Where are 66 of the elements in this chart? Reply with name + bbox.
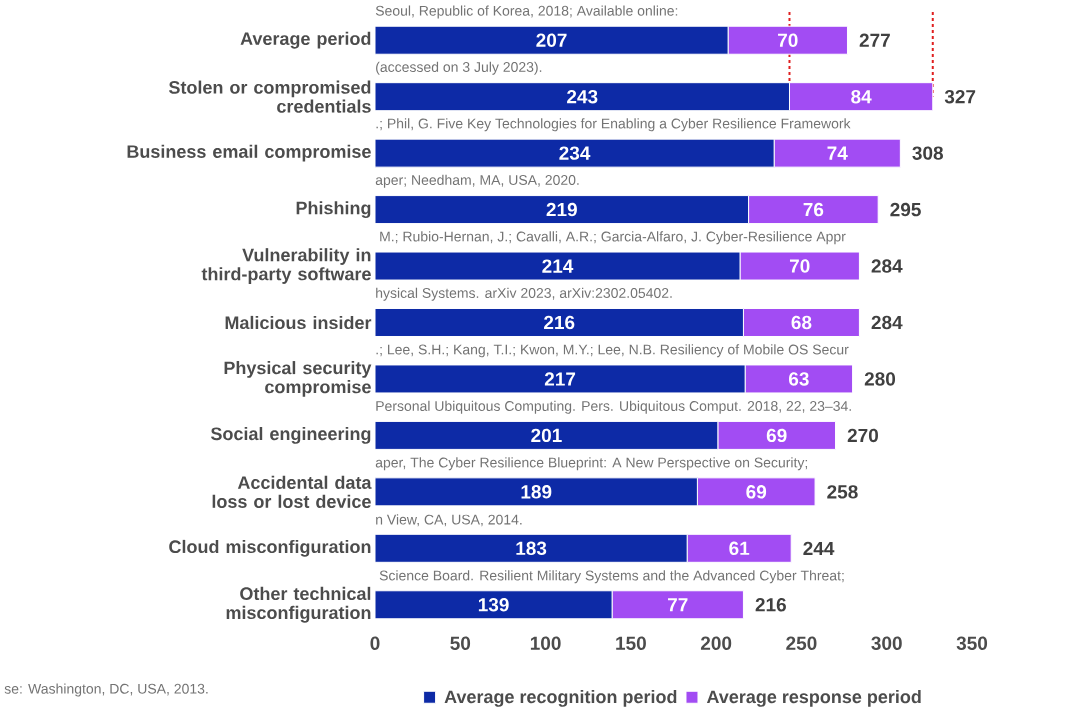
data-label: 63 <box>789 372 809 386</box>
annotation: .; Lee, S.H.; Kang, T.I.; Kwon, M.Y.; Lee, N.B. Resiliency of Mobile OS Secur <box>376 344 849 358</box>
total-label: 270 <box>847 428 878 443</box>
total-label: 277 <box>859 33 890 47</box>
y-tick-label: Business email compromise <box>127 144 371 162</box>
y-tick-label: Accidental data loss or lost device <box>212 475 372 508</box>
total-label: 216 <box>755 598 786 612</box>
annotation: aper, The Cyber Resilience Blueprint: A New Perspective on Security; <box>375 457 808 471</box>
data-label: 214 <box>542 259 574 273</box>
data-label: 217 <box>544 372 576 386</box>
total-label: 244 <box>803 541 835 555</box>
annotation: hysical Systems. arXiv 2023, arXiv:2302.05402. <box>376 287 672 301</box>
y-tick-label: Social engineering <box>210 426 371 444</box>
data-label: 201 <box>531 428 562 443</box>
total-label: 327 <box>944 89 976 104</box>
y-tick-label: Phishing <box>296 201 371 219</box>
annotation: n View, CA, USA, 2014. <box>376 514 522 527</box>
annotation: .; Phil, G. Five Key Technologies for Enabling a Cyber Resilience Framework <box>376 118 851 132</box>
data-label: 61 <box>729 541 750 556</box>
legend-label: Average recognition period <box>444 689 677 707</box>
y-tick-label: Stolen or compromised credentials <box>168 80 371 113</box>
annotation: (accessed on 3 July 2023). <box>376 61 542 75</box>
x-tick-label: 300 <box>871 636 902 651</box>
annotation: M.; Rubio-Hernan, J.; Cavalli, A.R.; Garcia-Alfaro, J. Cyber-Resilience Appr <box>380 231 846 245</box>
legend-label: Average response period <box>706 689 921 707</box>
data-label: 69 <box>746 485 767 499</box>
data-label: 69 <box>766 428 787 443</box>
data-label: 70 <box>778 33 798 47</box>
annotation: Personal Ubiquitous Computing. Pers. Ubiquitous Comput. 2018, 22, 23–34. <box>376 400 851 414</box>
x-tick-label: 0 <box>370 636 380 650</box>
data-label: 70 <box>789 259 810 273</box>
data-label: 139 <box>478 598 509 612</box>
total-label: 295 <box>890 202 921 217</box>
y-tick-label: Average period <box>240 31 371 49</box>
x-tick-label: 350 <box>956 636 988 651</box>
y-tick-label: Cloud misconfiguration <box>169 539 371 557</box>
annotation: Seoul, Republic of Korea, 2018; Available online: <box>375 5 678 19</box>
data-label: 84 <box>851 89 872 104</box>
x-tick-label: 250 <box>786 636 817 650</box>
total-label: 258 <box>827 485 858 499</box>
x-tick-label: 200 <box>700 636 732 650</box>
y-tick-label: Physical security compromise <box>224 361 372 397</box>
data-label: 68 <box>791 315 812 330</box>
total-label: 308 <box>912 146 943 160</box>
data-label: 216 <box>544 315 575 330</box>
data-label: 74 <box>827 146 848 160</box>
data-label: 189 <box>521 485 552 499</box>
y-tick-label: Vulnerability in third-party software <box>201 248 371 284</box>
total-label: 280 <box>864 372 896 386</box>
data-label: 207 <box>536 33 567 47</box>
text: se: Washington, DC, USA, 2013. <box>4 683 208 697</box>
y-tick-label: Other technical misconfiguration <box>226 586 371 623</box>
total-label: 284 <box>871 259 903 273</box>
y-tick-label: Malicious insider <box>225 315 372 330</box>
data-label: 219 <box>546 202 577 217</box>
data-label: 77 <box>668 598 688 612</box>
data-label: 243 <box>567 89 598 104</box>
annotation: Science Board. Resilient Military Systems and the Advanced Cyber Threat; <box>379 570 844 584</box>
total-label: 284 <box>871 315 903 330</box>
x-tick-label: 150 <box>616 636 646 650</box>
x-tick-label: 50 <box>450 636 471 650</box>
data-label: 234 <box>559 146 591 160</box>
data-label: 183 <box>516 541 547 556</box>
x-tick-label: 100 <box>530 636 561 650</box>
annotation: aper; Needham, MA, USA, 2020. <box>375 174 579 188</box>
data-label: 76 <box>803 202 824 217</box>
